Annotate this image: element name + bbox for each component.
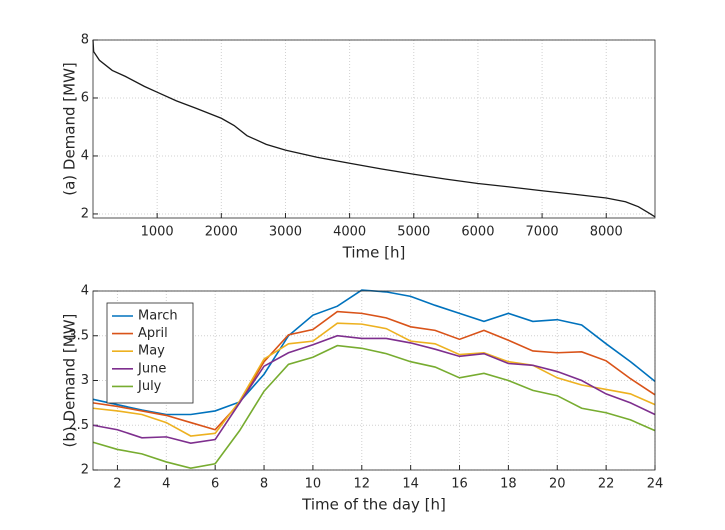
legend-label: July — [137, 379, 162, 394]
y-tick-label: 8 — [81, 33, 89, 48]
x-tick-label: 5000 — [397, 225, 430, 240]
y-tick-label: 4 — [81, 148, 89, 163]
data-line — [92, 334, 656, 444]
y-tick-label: 2 — [81, 463, 89, 478]
axes-box — [92, 290, 656, 471]
data-line — [92, 322, 656, 437]
x-axis-label: Time [h] — [342, 244, 406, 262]
legend-label: June — [137, 361, 166, 376]
x-tick-label: 22 — [598, 477, 615, 492]
data-line — [92, 344, 656, 470]
x-tick-label: 6 — [211, 477, 219, 492]
x-tick-label: 3000 — [269, 225, 302, 240]
legend-label: May — [138, 344, 165, 359]
x-axis-label: Time of the day [h] — [301, 496, 446, 514]
y-tick-label: 2.5 — [68, 418, 89, 433]
x-tick-label: 16 — [451, 477, 468, 492]
x-tick-label: 12 — [354, 477, 371, 492]
data-line — [92, 310, 656, 431]
y-tick-label: 3 — [81, 373, 89, 388]
y-tick-label: 6 — [81, 90, 89, 105]
y-tick-label: 3.5 — [68, 328, 89, 343]
x-tick-label: 24 — [647, 477, 664, 492]
x-tick-label: 1000 — [141, 225, 174, 240]
legend-label: April — [138, 326, 168, 341]
x-tick-label: 8000 — [590, 225, 623, 240]
x-tick-label: 18 — [500, 477, 517, 492]
legend-label: March — [138, 309, 178, 324]
x-tick-label: 8 — [260, 477, 268, 492]
x-tick-label: 4000 — [333, 225, 366, 240]
y-axis-label: (a) Demand [MW] — [61, 62, 79, 196]
y-tick-label: 4 — [81, 284, 89, 299]
x-tick-label: 7000 — [526, 225, 559, 240]
axes-box — [92, 39, 656, 219]
x-tick-label: 4 — [162, 477, 170, 492]
x-tick-label: 2 — [113, 477, 121, 492]
x-tick-label: 6000 — [461, 225, 494, 240]
x-tick-label: 20 — [549, 477, 566, 492]
plot-area — [93, 40, 655, 218]
x-tick-label: 14 — [402, 477, 419, 492]
y-tick-label: 2 — [81, 206, 89, 221]
x-tick-label: 2000 — [205, 225, 238, 240]
data-line — [92, 39, 656, 218]
x-tick-label: 10 — [305, 477, 322, 492]
y-axis-label: (b) Demand [MW] — [61, 314, 79, 448]
